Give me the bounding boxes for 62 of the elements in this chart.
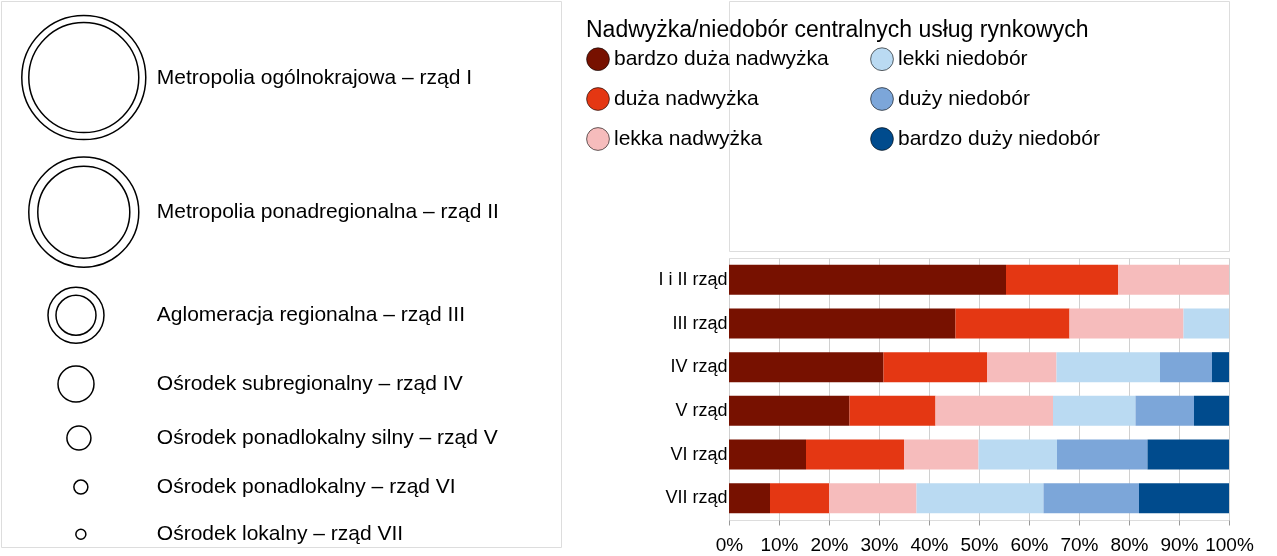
- text: Metropolia ogólnokrajowa – rząd I: [156, 64, 473, 88]
- bar: [770, 483, 829, 514]
- y-tick-label: VI rząd: [670, 443, 728, 464]
- bar: [1194, 395, 1229, 426]
- bar: [729, 308, 956, 339]
- x-tick-label: 10%: [760, 533, 799, 555]
- bar: [729, 352, 884, 383]
- y-tick-label: I i II rząd: [658, 268, 728, 289]
- bar: [1160, 352, 1212, 383]
- text: Ośrodek ponadlokalny silny – rząd V: [156, 425, 498, 448]
- x-tick-label: 40%: [910, 533, 949, 555]
- bar: [849, 395, 936, 426]
- x-tick-label: 50%: [960, 533, 999, 555]
- legend-title: Nadwyżka/niedobór centralnych usług rynkowych: [586, 16, 1089, 42]
- x-tick-label: 100%: [1205, 533, 1254, 555]
- text: Aglomeracja regionalna – rząd III: [156, 302, 465, 326]
- x-tick-label: 90%: [1160, 533, 1199, 555]
- bar: [729, 483, 770, 514]
- bar: [1069, 308, 1184, 339]
- x-tick-label: 30%: [860, 533, 899, 555]
- bar: [935, 395, 1053, 426]
- legend-label: duży niedobór: [898, 86, 1030, 109]
- x-tick-label: 20%: [810, 533, 849, 555]
- x-tick-label: 80%: [1110, 533, 1149, 555]
- legend-label: lekki niedobór: [898, 46, 1028, 70]
- bar: [955, 308, 1070, 339]
- legend-label: duża nadwyżka: [614, 86, 760, 109]
- bar: [1057, 439, 1148, 470]
- y-tick-label: V rząd: [675, 399, 728, 420]
- y-tick-label: VII rząd: [665, 487, 728, 508]
- bar: [806, 439, 904, 470]
- bar: [1056, 352, 1160, 383]
- bar: [1043, 483, 1139, 514]
- bar: [1118, 264, 1229, 295]
- text: Metropolia ponadregionalna – rząd II: [156, 199, 499, 223]
- bar: [729, 395, 850, 426]
- text: Ośrodek lokalny – rząd VII: [156, 521, 404, 545]
- bar: [1147, 439, 1229, 470]
- bar: [729, 264, 1006, 295]
- text: Ośrodek ponadlokalny – rząd VI: [156, 474, 456, 498]
- bar: [978, 439, 1057, 470]
- bar: [916, 483, 1044, 514]
- y-tick-label: IV rząd: [670, 356, 728, 377]
- bar: [1135, 395, 1194, 426]
- bar: [1183, 308, 1229, 339]
- legend-label: bardzo duża nadwyżka: [614, 46, 830, 70]
- bar: [829, 483, 917, 514]
- legend-label: lekka nadwyżka: [614, 126, 763, 149]
- bar: [1139, 483, 1229, 514]
- text: Ośrodek subregionalny – rząd IV: [156, 370, 463, 394]
- bar: [1053, 395, 1136, 426]
- bar: [1212, 352, 1229, 383]
- x-tick-label: 60%: [1010, 533, 1049, 555]
- bar: [883, 352, 987, 383]
- bar: [904, 439, 979, 470]
- x-tick-label: 70%: [1060, 533, 1099, 555]
- bar: [987, 352, 1057, 383]
- x-tick-label: 0%: [715, 533, 744, 555]
- bar: [729, 439, 806, 470]
- y-tick-label: III rząd: [672, 312, 728, 333]
- bar: [1006, 264, 1118, 295]
- legend-label: bardzo duży niedobór: [898, 126, 1100, 149]
